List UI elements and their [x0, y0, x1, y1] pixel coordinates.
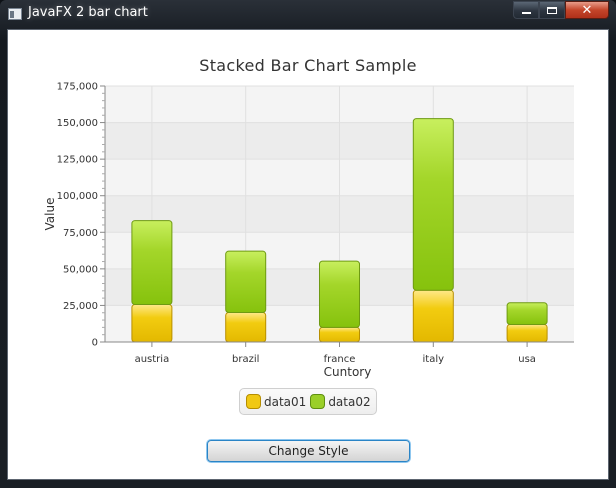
bar-data02-usa [506, 302, 548, 325]
bar-data02-italy [412, 118, 454, 291]
y-tick-label: 150,000 [57, 118, 98, 129]
legend-label-data01: data01 [264, 394, 307, 409]
y-tick-label: 75,000 [63, 228, 98, 239]
bar-data01-brazil [225, 312, 267, 343]
y-tick-label: 0 [92, 338, 98, 349]
y-tick-label: 175,000 [57, 82, 98, 93]
legend-item-data01: data01 [246, 394, 306, 409]
legend-swatch-data02 [310, 394, 326, 409]
bar-data02-brazil [225, 250, 267, 314]
window-controls: ✕ [513, 1, 609, 20]
bar-data01-italy [412, 289, 454, 343]
close-icon: ✕ [581, 2, 593, 18]
chart-legend: data01 data02 [239, 388, 377, 415]
title-bar[interactable]: JavaFX 2 bar chart ✕ [0, 0, 616, 28]
bar-data01-usa [506, 323, 548, 343]
x-axis-title: Cuntory [324, 365, 372, 379]
x-tick-label-usa: usa [518, 354, 536, 365]
chart-panel: Stacked Bar Chart Sample 0 25,000 50,000 75… [7, 29, 609, 480]
maximize-icon [547, 6, 557, 14]
y-tick-label: 125,000 [57, 155, 98, 166]
y-tick-label: 25,000 [63, 301, 98, 312]
window-title: JavaFX 2 bar chart [28, 5, 148, 20]
y-tick-label: 50,000 [63, 264, 98, 275]
bar-data02-austria [131, 220, 173, 306]
legend-item-data02: data02 [310, 394, 371, 409]
legend-swatch-data01 [246, 394, 261, 409]
y-tick-label: 100,000 [57, 191, 98, 202]
bar-data01-austria [131, 304, 173, 343]
minimize-icon [521, 12, 531, 14]
chart-title: Stacked Bar Chart Sample [199, 56, 417, 75]
x-tick-label-austria: austria [135, 354, 170, 365]
x-tick-label-italy: italy [423, 354, 445, 365]
bar-data01-france [319, 326, 360, 343]
x-tick-label-france: france [324, 354, 356, 365]
legend-label-data02: data02 [328, 394, 371, 409]
maximize-button[interactable] [539, 1, 565, 19]
x-tick-label-brazil: brazil [232, 354, 259, 365]
change-style-button[interactable]: Change Style [207, 440, 410, 462]
minimize-button[interactable] [513, 1, 539, 19]
stacked-bar-chart: 0 25,000 50,000 75,000 100,000 125,000 150,000… [43, 82, 574, 379]
app-icon [8, 8, 22, 20]
bar-data02-france [319, 260, 360, 328]
y-axis-title: Value [43, 198, 57, 231]
close-button[interactable]: ✕ [565, 1, 609, 19]
